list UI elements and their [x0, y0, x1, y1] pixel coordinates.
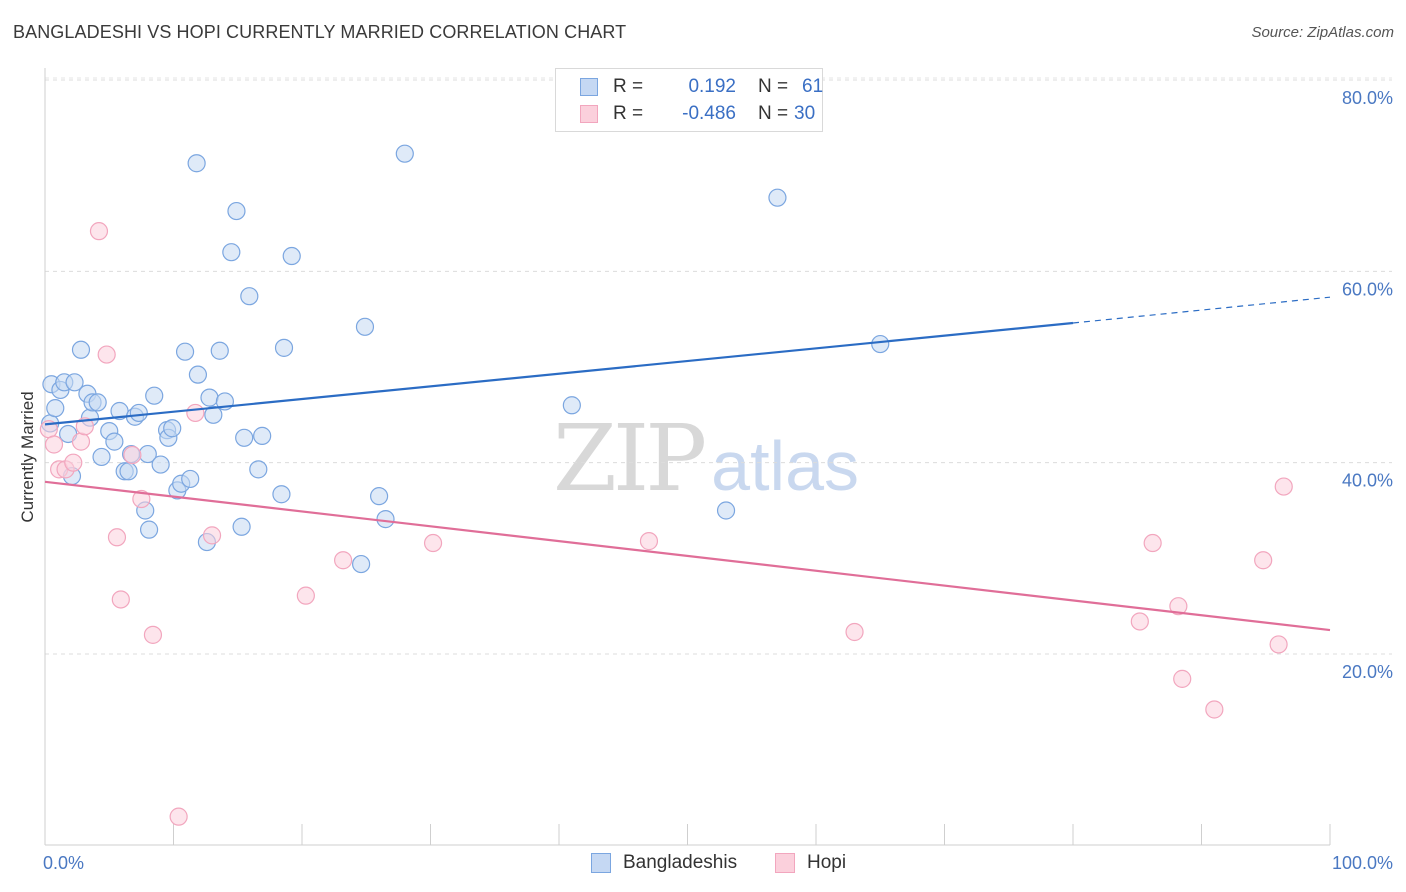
data-point-hopi — [1269, 635, 1288, 654]
data-point-bangladeshis — [395, 144, 414, 163]
y-tick-label: 20.0% — [1342, 662, 1393, 682]
data-point-bangladeshis — [235, 428, 254, 447]
legend-r-value: 0.192 — [688, 76, 736, 97]
data-point-bangladeshis — [768, 188, 787, 207]
data-point-bangladeshis — [88, 393, 107, 412]
data-point-hopi — [75, 417, 94, 436]
data-point-bangladeshis — [163, 419, 182, 438]
data-point-bangladeshis — [370, 487, 389, 506]
data-point-bangladeshis — [46, 399, 65, 418]
data-point-hopi — [71, 432, 91, 451]
chart-source: Source: ZipAtlas.com — [1251, 24, 1394, 41]
data-point-hopi — [639, 532, 659, 551]
data-point-bangladeshis — [253, 426, 272, 445]
legend-r-label: R = — [613, 103, 644, 124]
data-point-bangladeshis — [376, 510, 395, 529]
data-point-hopi — [1169, 597, 1188, 616]
bottom-legend-swatch-bangladeshis — [591, 853, 611, 873]
y-tick-label: 60.0% — [1342, 279, 1393, 299]
data-point-hopi — [143, 625, 163, 644]
data-point-bangladeshis — [139, 520, 159, 539]
bottom-legend-swatch-hopi — [775, 853, 795, 873]
data-point-hopi — [334, 551, 353, 570]
data-point-bangladeshis — [272, 485, 291, 504]
data-point-hopi — [111, 590, 130, 609]
data-point-bangladeshis — [204, 405, 223, 424]
legend-swatch-bangladeshis — [580, 78, 598, 96]
data-point-bangladeshis — [352, 554, 371, 574]
legend-swatch-hopi — [580, 105, 598, 123]
data-point-hopi — [132, 489, 151, 509]
data-point-bangladeshis — [210, 341, 229, 360]
legend-n-label: N = — [758, 76, 789, 97]
bottom-legend-label-bangladeshis: Bangladeshis — [623, 852, 738, 873]
data-point-hopi — [202, 526, 222, 545]
data-point-bangladeshis — [232, 517, 251, 536]
trend-line-hopi — [44, 480, 1331, 632]
data-point-hopi — [1143, 533, 1162, 553]
watermark-zip: ZIP — [553, 405, 707, 512]
data-point-bangladeshis — [562, 396, 581, 415]
data-point-bangladeshis — [227, 201, 246, 221]
data-point-bangladeshis — [187, 154, 206, 173]
y-tick-label: 40.0% — [1342, 471, 1393, 491]
data-point-hopi — [169, 807, 188, 826]
data-point-bangladeshis — [274, 338, 294, 357]
data-point-hopi — [423, 533, 443, 553]
x-tick-label: 100.0% — [1332, 853, 1393, 873]
data-point-bangladeshis — [105, 432, 124, 451]
trend-line-bangladeshis — [44, 321, 1074, 426]
y-tick-label: 80.0% — [1342, 88, 1393, 108]
data-point-hopi — [845, 622, 864, 642]
data-point-bangladeshis — [188, 365, 208, 384]
data-point-bangladeshis — [181, 469, 200, 489]
data-point-bangladeshis — [71, 340, 91, 359]
data-point-bangladeshis — [200, 388, 219, 407]
legend-r-label: R = — [613, 76, 644, 97]
data-point-hopi — [89, 222, 109, 241]
legend-r-value: -0.486 — [682, 103, 736, 124]
data-point-hopi — [296, 586, 315, 605]
data-point-bangladeshis — [129, 403, 148, 423]
legend-n-label: N = — [758, 103, 789, 124]
trend-line-extension — [1072, 296, 1331, 324]
data-point-bangladeshis — [151, 455, 170, 474]
correlation-legend: R = 0.192 N = 61 R = -0.486 N = 30 — [555, 68, 823, 132]
data-point-bangladeshis — [871, 334, 890, 354]
data-point-bangladeshis — [119, 462, 138, 481]
data-point-bangladeshis — [249, 460, 268, 479]
data-point-bangladeshis — [145, 386, 164, 405]
data-point-hopi — [1254, 551, 1273, 570]
data-point-bangladeshis — [222, 243, 241, 262]
data-point-hopi — [1130, 612, 1149, 631]
bottom-legend-label-hopi: Hopi — [807, 852, 847, 873]
chart-title: BANGLADESHI VS HOPI CURRENTLY MARRIED CO… — [13, 22, 627, 42]
data-point-hopi — [1205, 700, 1224, 719]
data-point-hopi — [97, 345, 116, 364]
data-point-hopi — [1173, 669, 1192, 688]
watermark: ZIP atlas — [553, 405, 859, 512]
data-point-hopi — [1274, 477, 1293, 496]
data-point-bangladeshis — [65, 373, 84, 392]
data-point-hopi — [44, 435, 64, 454]
legend-n-value: 30 — [794, 103, 816, 124]
data-point-hopi — [123, 445, 142, 465]
data-point-bangladeshis — [92, 447, 111, 467]
data-point-hopi — [186, 403, 205, 423]
legend-n-value: 61 — [802, 76, 824, 97]
data-point-bangladeshis — [716, 501, 736, 520]
data-point-bangladeshis — [282, 246, 301, 266]
x-tick-label: 0.0% — [43, 853, 84, 873]
data-point-bangladeshis — [355, 317, 375, 336]
data-point-hopi — [107, 528, 127, 547]
data-point-hopi — [64, 453, 83, 472]
data-point-bangladeshis — [240, 287, 259, 306]
data-point-bangladeshis — [175, 342, 195, 361]
watermark-atlas: atlas — [711, 427, 860, 505]
